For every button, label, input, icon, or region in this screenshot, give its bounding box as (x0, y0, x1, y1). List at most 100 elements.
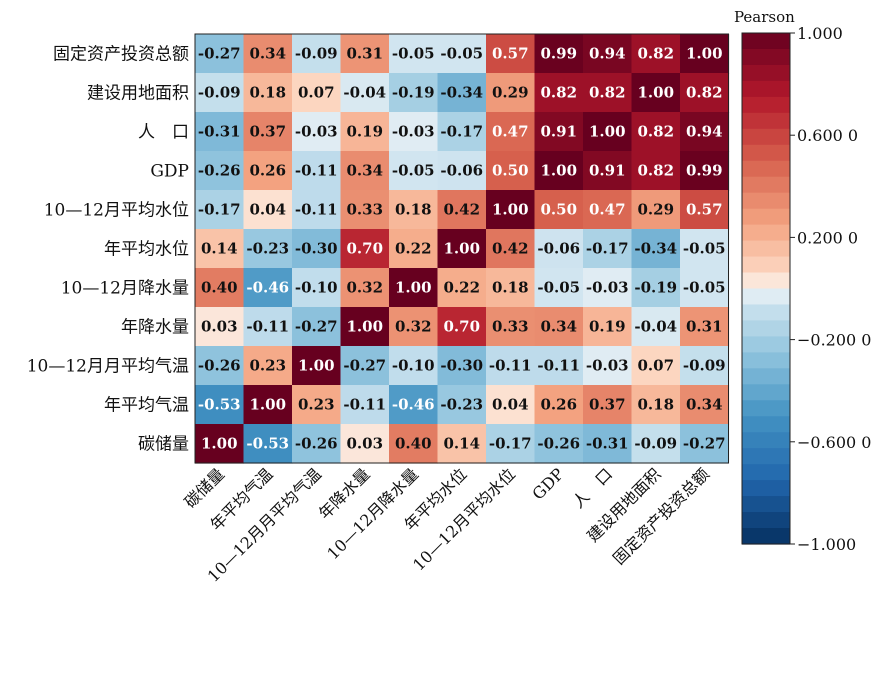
heatmap-cell (486, 229, 536, 269)
cell-value-label: 1.00 (637, 84, 674, 102)
cell-value-label: 0.70 (346, 240, 383, 258)
cell-value-label: -0.26 (198, 357, 241, 375)
heatmap-cell (486, 385, 536, 425)
row-label: GDP (150, 162, 189, 182)
row-label: 碳储量 (138, 435, 189, 455)
heatmap-cell (583, 307, 633, 347)
heatmap-cell (583, 229, 633, 269)
cell-value-label: 0.42 (492, 240, 529, 258)
heatmap-cell (195, 307, 245, 347)
cell-value-label: 0.37 (589, 396, 626, 414)
cell-value-label: 0.31 (346, 45, 383, 63)
cell-value-label: -0.05 (392, 45, 435, 63)
colorbar-tick-label: 0.600 0 (797, 126, 858, 145)
cell-value-label: 0.26 (540, 396, 577, 414)
cell-value-label: -0.23 (440, 396, 483, 414)
cell-value-label: 0.34 (686, 396, 723, 414)
cell-value-label: 0.14 (443, 435, 480, 453)
cell-value-label: -0.19 (634, 279, 677, 297)
heatmap-cell (389, 151, 439, 191)
cell-value-label: -0.27 (295, 318, 338, 336)
colorbar-tick-label: 1.000 (797, 24, 843, 43)
heatmap-cell (534, 346, 584, 386)
cell-value-label: 0.03 (201, 318, 238, 336)
cell-value-label: 0.99 (686, 162, 723, 180)
heatmap-cell (243, 424, 293, 464)
heatmap-cell (486, 112, 536, 152)
colorbar-segment (742, 192, 790, 210)
column-label: 碳储量 (181, 464, 228, 511)
colorbar-segment (742, 528, 790, 545)
heatmap-cell (243, 346, 293, 386)
cell-value-label: 0.47 (492, 123, 529, 141)
column-labels: 碳储量年平均气温10—12月月平均气温年降水量10—12月降水量年平均水位10—… (181, 464, 713, 586)
cell-value-label: -0.11 (537, 357, 580, 375)
heatmap-cell (340, 112, 390, 152)
cell-value-label: 0.57 (686, 201, 723, 219)
cell-value-label: 0.82 (686, 84, 723, 102)
heatmap-cell (583, 34, 633, 74)
cell-value-label: -0.53 (246, 435, 289, 453)
colorbar-segment (742, 320, 790, 338)
heatmap-cell (340, 268, 390, 308)
heatmap-cell (243, 229, 293, 269)
colorbar-segment (742, 416, 790, 433)
heatmap-cell (340, 424, 390, 464)
cell-value-label: -0.03 (392, 123, 435, 141)
heatmap-cell (437, 151, 487, 191)
heatmap-cell (437, 385, 487, 425)
cell-value-label: -0.26 (198, 162, 241, 180)
heatmap-cell (680, 268, 730, 308)
heatmap-cell (486, 268, 536, 308)
cell-value-label: -0.10 (295, 279, 338, 297)
heatmap-cell (631, 34, 681, 74)
heatmap-cell (680, 385, 730, 425)
cell-value-label: -0.05 (537, 279, 580, 297)
heatmap-cell (534, 385, 584, 425)
cell-value-label: 0.47 (589, 201, 626, 219)
cell-value-label: -0.11 (489, 357, 532, 375)
heatmap-cell (243, 307, 293, 347)
cell-value-label: 0.91 (540, 123, 577, 141)
cell-value-label: 0.19 (346, 123, 383, 141)
heatmap-cell (243, 190, 293, 230)
cell-value-label: 1.00 (249, 396, 286, 414)
cell-value-label: 0.18 (637, 396, 674, 414)
colorbar-segment (742, 208, 790, 226)
cell-value-label: 0.07 (298, 84, 335, 102)
cell-value-label: -0.05 (392, 162, 435, 180)
cell-value-label: 0.22 (443, 279, 480, 297)
cell-value-label: -0.17 (198, 201, 241, 219)
cell-value-label: 0.82 (637, 162, 674, 180)
heatmap-cell (340, 190, 390, 230)
heatmap-cell (292, 268, 342, 308)
heatmap-cell (534, 190, 584, 230)
heatmap-cell (389, 346, 439, 386)
colorbar-segment (742, 480, 790, 497)
cell-value-label: 0.82 (637, 123, 674, 141)
cell-value-label: -0.03 (586, 357, 629, 375)
colorbar-segment (742, 352, 790, 369)
heatmap-cell (340, 346, 390, 386)
cell-value-label: -0.31 (198, 123, 241, 141)
heatmap-cell (583, 385, 633, 425)
colorbar-tick-label: 0.200 0 (797, 228, 858, 247)
heatmap-cell (631, 424, 681, 464)
heatmap-cell (680, 307, 730, 347)
colorbar-tick-label: −1.000 (797, 535, 856, 554)
heatmap-cell (389, 112, 439, 152)
cell-value-label: -0.05 (440, 45, 483, 63)
cell-value-label: -0.19 (392, 84, 435, 102)
colorbar-segment (742, 48, 790, 66)
cell-value-label: -0.09 (683, 357, 726, 375)
colorbar-frame (741, 32, 791, 545)
cell-value-label: 1.00 (298, 357, 335, 375)
cell-value-label: 0.91 (589, 162, 626, 180)
cell-value-label: -0.17 (489, 435, 532, 453)
cell-value-label: -0.27 (198, 45, 241, 63)
cell-value-label: -0.11 (343, 396, 386, 414)
cell-value-label: 0.34 (249, 45, 286, 63)
colorbar-segment (742, 400, 790, 417)
cell-value-label: -0.26 (295, 435, 338, 453)
cell-value-label: 0.32 (395, 318, 432, 336)
